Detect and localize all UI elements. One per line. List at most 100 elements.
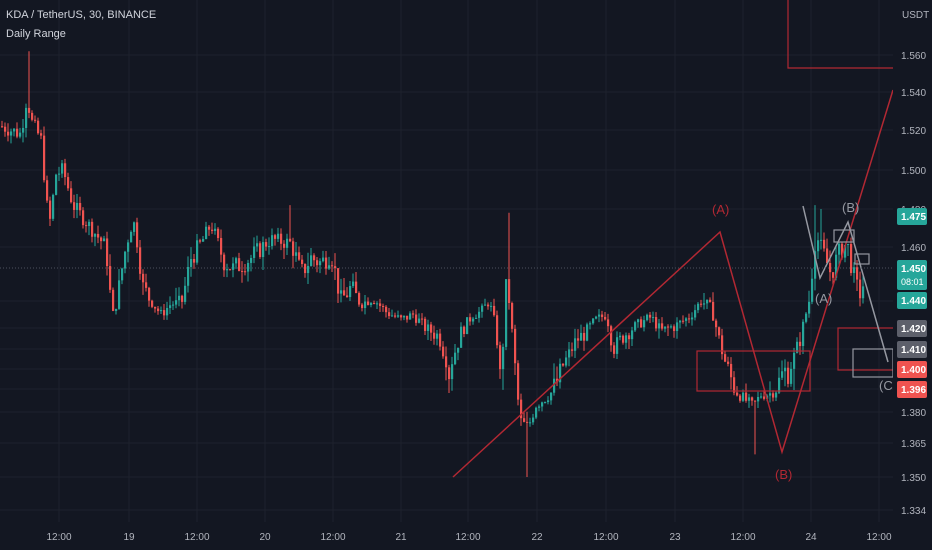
candle-body xyxy=(607,319,610,327)
candle-body xyxy=(337,268,340,294)
candle-body xyxy=(43,135,46,181)
candle-body xyxy=(586,324,589,341)
wave-pattern-drawings xyxy=(0,0,895,478)
candle-body xyxy=(400,315,403,318)
candle-body xyxy=(499,345,502,370)
y-tick-label-13: 1.350 xyxy=(901,473,926,484)
candle-body xyxy=(247,262,250,272)
candle-body xyxy=(385,306,388,313)
candle-body xyxy=(412,313,415,315)
candle-body xyxy=(106,238,109,267)
wave-label-2: (B) xyxy=(842,200,859,215)
candle-body xyxy=(271,235,274,247)
candle-body xyxy=(109,266,112,290)
candle-body xyxy=(430,324,433,333)
candle-body xyxy=(538,406,541,408)
candle-body xyxy=(754,400,757,402)
candle-body xyxy=(325,257,328,269)
candle-body xyxy=(61,163,64,174)
candle-body xyxy=(835,254,838,278)
candle-body xyxy=(151,300,154,307)
countdown-label: 08:01 xyxy=(901,277,924,287)
candle-body xyxy=(31,112,34,120)
candle-body xyxy=(799,341,802,347)
candle-body xyxy=(709,299,712,302)
candle-body xyxy=(631,330,634,340)
candle-body xyxy=(301,259,304,264)
candle-body xyxy=(124,251,127,269)
candle-body xyxy=(463,326,466,334)
candle-body xyxy=(613,345,616,354)
candle-body xyxy=(682,320,685,322)
candle-body xyxy=(664,326,667,329)
candle-body xyxy=(700,303,703,305)
candle-body xyxy=(478,311,481,318)
time-axis: 12:00 19 12:00 20 12:00 21 12:00 22 12:00 23 12:00… xyxy=(0,522,893,550)
candle-body xyxy=(103,238,106,242)
candle-body xyxy=(208,226,211,230)
candle-body xyxy=(139,247,142,274)
candle-body xyxy=(553,378,556,393)
candle-body xyxy=(595,316,598,319)
target-box xyxy=(787,0,895,69)
candle-body xyxy=(685,318,688,321)
candle-body xyxy=(169,305,172,309)
candle-body xyxy=(742,392,745,401)
candle-body xyxy=(148,287,151,301)
price-label-bg-4 xyxy=(897,341,927,358)
candle-body xyxy=(136,222,139,248)
candle-body xyxy=(256,243,259,247)
candle-body xyxy=(361,304,364,309)
price-label-bg-6 xyxy=(897,381,927,398)
candle-body xyxy=(511,303,514,329)
candle-body xyxy=(619,335,622,338)
x-tick-label-0: 12:00 xyxy=(46,532,71,543)
zone-box xyxy=(696,350,811,392)
candle-body xyxy=(640,319,643,328)
candle-body xyxy=(76,202,79,210)
candle-body xyxy=(304,263,307,274)
candle-body xyxy=(466,317,469,334)
candle-body xyxy=(244,271,247,273)
candle-body xyxy=(85,225,88,227)
candle-body xyxy=(694,310,697,318)
candle-body xyxy=(457,347,460,353)
candle-body xyxy=(826,248,829,263)
candle-body xyxy=(214,228,217,231)
candle-body xyxy=(274,235,277,239)
candle-body xyxy=(850,244,853,273)
candle-body xyxy=(439,333,442,347)
candle-body xyxy=(589,323,592,325)
candle-body xyxy=(454,352,457,365)
candle-body xyxy=(268,246,271,248)
candle-body xyxy=(829,262,832,273)
x-tick-label-5: 21 xyxy=(395,532,407,543)
time-axis-background xyxy=(0,522,893,550)
candle-body xyxy=(751,397,754,401)
candle-body xyxy=(97,233,100,238)
candle-body xyxy=(28,107,31,113)
candle-body xyxy=(16,128,19,137)
candle-body xyxy=(532,417,535,423)
candle-body xyxy=(670,326,673,328)
candle-body xyxy=(814,251,817,279)
candle-body xyxy=(583,332,586,341)
candle-body xyxy=(520,399,523,419)
candle-body xyxy=(547,400,550,403)
candle-body xyxy=(46,180,49,201)
candle-body xyxy=(811,278,814,302)
candle-body xyxy=(145,282,148,288)
candle-body xyxy=(529,422,532,424)
candle-body xyxy=(706,299,709,304)
candle-body xyxy=(802,321,805,347)
candle-body xyxy=(394,315,397,317)
candle-body xyxy=(289,238,292,242)
candle-body xyxy=(178,295,181,301)
candle-body xyxy=(370,303,373,305)
candle-body xyxy=(736,392,739,396)
candle-body xyxy=(34,119,37,121)
candle-body xyxy=(226,269,229,271)
candle-body xyxy=(115,308,118,311)
candle-body xyxy=(217,228,220,239)
